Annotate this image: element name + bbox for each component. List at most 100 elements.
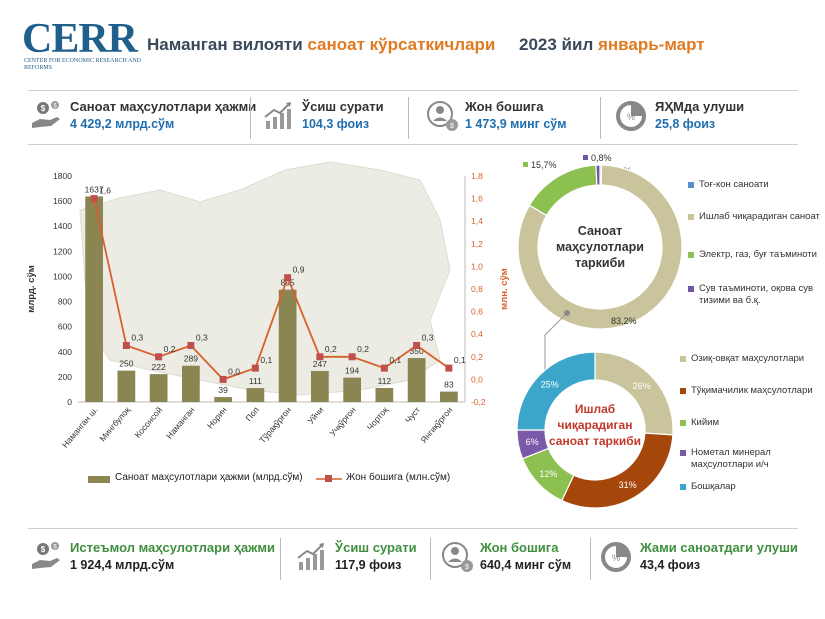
kpi-per-capita: $ Жон бошига 1 473,9 минг сўм [425, 97, 615, 141]
chart-legend: Саноат маҳсулотлари ҳажми (млрд.сўм) Жон… [88, 472, 508, 488]
kpi-label: ЯҲМда улуши [655, 99, 745, 114]
kpi-label: Жон бошига [480, 540, 559, 555]
line-value-label: 1,6 [99, 186, 111, 196]
donut1-title-line2: маҳсулотлари [556, 240, 644, 254]
kpi-consumer-per-capita: $ Жон бошига 640,4 минг сўм [440, 538, 605, 582]
title-part-year: 2023 йил [519, 35, 598, 54]
donut-industry-structure: 0,3%83,2%15,7%0,8% Саноат маҳсулотлари т… [517, 153, 683, 330]
legend-swatch [688, 286, 694, 292]
donut2-legend: Озиқ-овқат маҳсулотлари Тўқимачилик маҳс… [680, 353, 820, 503]
donut1-legend: Тоғ-кон саноати Ишлаб чиқарадиган саноат… [688, 175, 823, 325]
y-axis-label: млрд. сўм [26, 265, 37, 313]
legend-label: Бошқалар [691, 481, 736, 492]
line-value-label: 0,3 [131, 333, 143, 343]
line-value-label: 0,3 [422, 333, 434, 343]
slice-label: 12% [539, 469, 557, 479]
line-value-label: 0,1 [454, 355, 466, 365]
y2-tick-label: 1,6 [471, 194, 483, 204]
title-part-period: январь-март [597, 35, 705, 54]
kpi-value: 25,8 фоиз [655, 117, 716, 131]
growth-chart-icon [264, 102, 291, 129]
bar [440, 391, 458, 402]
donut-slice [517, 164, 683, 330]
line-value-label: 0,2 [164, 344, 176, 354]
slice-label: 0,8% [591, 153, 612, 163]
x-tick-label: Тўрақўрғон [257, 405, 293, 445]
slice-marker [603, 318, 608, 323]
x-tick-label: Чортоқ [365, 405, 390, 432]
legend-label: Тўқимачилик маҳсулотлари [691, 385, 813, 396]
line-point [122, 342, 130, 349]
y-tick-label: 400 [58, 347, 72, 357]
y2-tick-label: -0,2 [471, 397, 486, 407]
kpi-value: 1 924,4 млрд.сўм [70, 558, 175, 572]
per-capita-line [93, 198, 450, 381]
kpi-consumer-growth: Ўсиш сурати 117,9 фоиз [295, 538, 445, 582]
bar [149, 374, 168, 402]
bar [117, 370, 136, 402]
bar-value-label: 112 [378, 376, 392, 386]
legend-label: Озиқ-овқат маҳсулотлари [691, 353, 805, 364]
divider-mid [28, 144, 798, 145]
x-tick-label: Норин [205, 405, 229, 431]
legend-swatch [688, 252, 694, 258]
bar [214, 397, 232, 402]
line-point [90, 195, 98, 203]
y2-tick-label: 1,4 [471, 216, 483, 226]
svg-text:$: $ [53, 545, 57, 551]
legend-swatch [680, 356, 686, 362]
bar [182, 365, 200, 402]
legend-swatch [680, 420, 686, 426]
bar [278, 289, 297, 402]
kpi-row-top: $ $ Саноат маҳсулотлари ҳажми 4 429,2 мл… [30, 97, 800, 141]
kpi-industry-share: % Жами саноатдаги улуши 43,4 фоиз [600, 538, 800, 582]
kpi-label: Жами саноатдаги улуши [640, 540, 798, 555]
y2-axis-label: млн. сўм [499, 268, 510, 310]
slice-marker [583, 155, 588, 160]
legend-swatch [688, 214, 694, 220]
y-tick-label: 600 [58, 322, 72, 332]
slice-label: 25% [541, 380, 559, 390]
y2-tick-label: 0,0 [471, 374, 483, 384]
divider-bottom [28, 528, 798, 529]
kpi-gdp-share: % ЯҲМда улуши 25,8 фоиз [615, 97, 795, 141]
donut1-title-line3: таркиби [575, 256, 625, 270]
bar-value-label: 83 [444, 380, 454, 390]
line-point [251, 364, 259, 372]
legend-swatch [680, 388, 686, 394]
legend-swatch-bar [88, 476, 110, 483]
slice-marker [523, 162, 528, 167]
line-point [348, 353, 356, 361]
y2-tick-label: 0,4 [471, 329, 483, 339]
map-silhouette [79, 161, 451, 396]
svg-text:$: $ [450, 123, 454, 130]
legend-label-bar: Саноат маҳсулотлари ҳажми (млрд.сўм) [115, 472, 303, 483]
line-point [413, 342, 421, 349]
svg-text:$: $ [41, 104, 46, 113]
kpi-label: Истеъмол маҳсулотлари ҳажми [70, 540, 275, 555]
kpi-industrial-volume: $ $ Саноат маҳсулотлари ҳажми 4 429,2 мл… [30, 97, 260, 141]
kpi-label: Ўсиш сурати [302, 99, 384, 114]
y-tick-label: 1400 [53, 221, 72, 231]
x-tick-label: Учқўрғон [327, 405, 357, 439]
svg-text:$: $ [53, 104, 57, 110]
x-tick-label: Чуст [403, 405, 422, 425]
y-tick-label: 1000 [53, 271, 72, 281]
y-tick-label: 1200 [53, 246, 72, 256]
donut2-title-line1: Ишлаб [575, 402, 615, 416]
divider-top [28, 90, 798, 91]
bar [407, 358, 426, 402]
kpi-growth-rate: Ўсиш сурати 104,3 фоиз [262, 97, 422, 141]
kpi-separator [408, 97, 409, 139]
bar [343, 377, 361, 402]
x-tick-label: Поп [243, 405, 261, 424]
kpi-value: 640,4 минг сўм [480, 558, 572, 572]
y2-tick-label: 1,8 [471, 171, 483, 181]
donut1-title-line1: Саноат [578, 224, 622, 238]
svg-text:$: $ [41, 545, 46, 554]
legend-label: Нометал минерал маҳсулотлари и/ч [691, 447, 771, 470]
bar-value-label: 289 [184, 354, 198, 364]
y2-tick-label: 0,8 [471, 284, 483, 294]
legend-swatch-line [316, 475, 342, 482]
kpi-value: 1 473,9 минг сўм [465, 117, 567, 131]
